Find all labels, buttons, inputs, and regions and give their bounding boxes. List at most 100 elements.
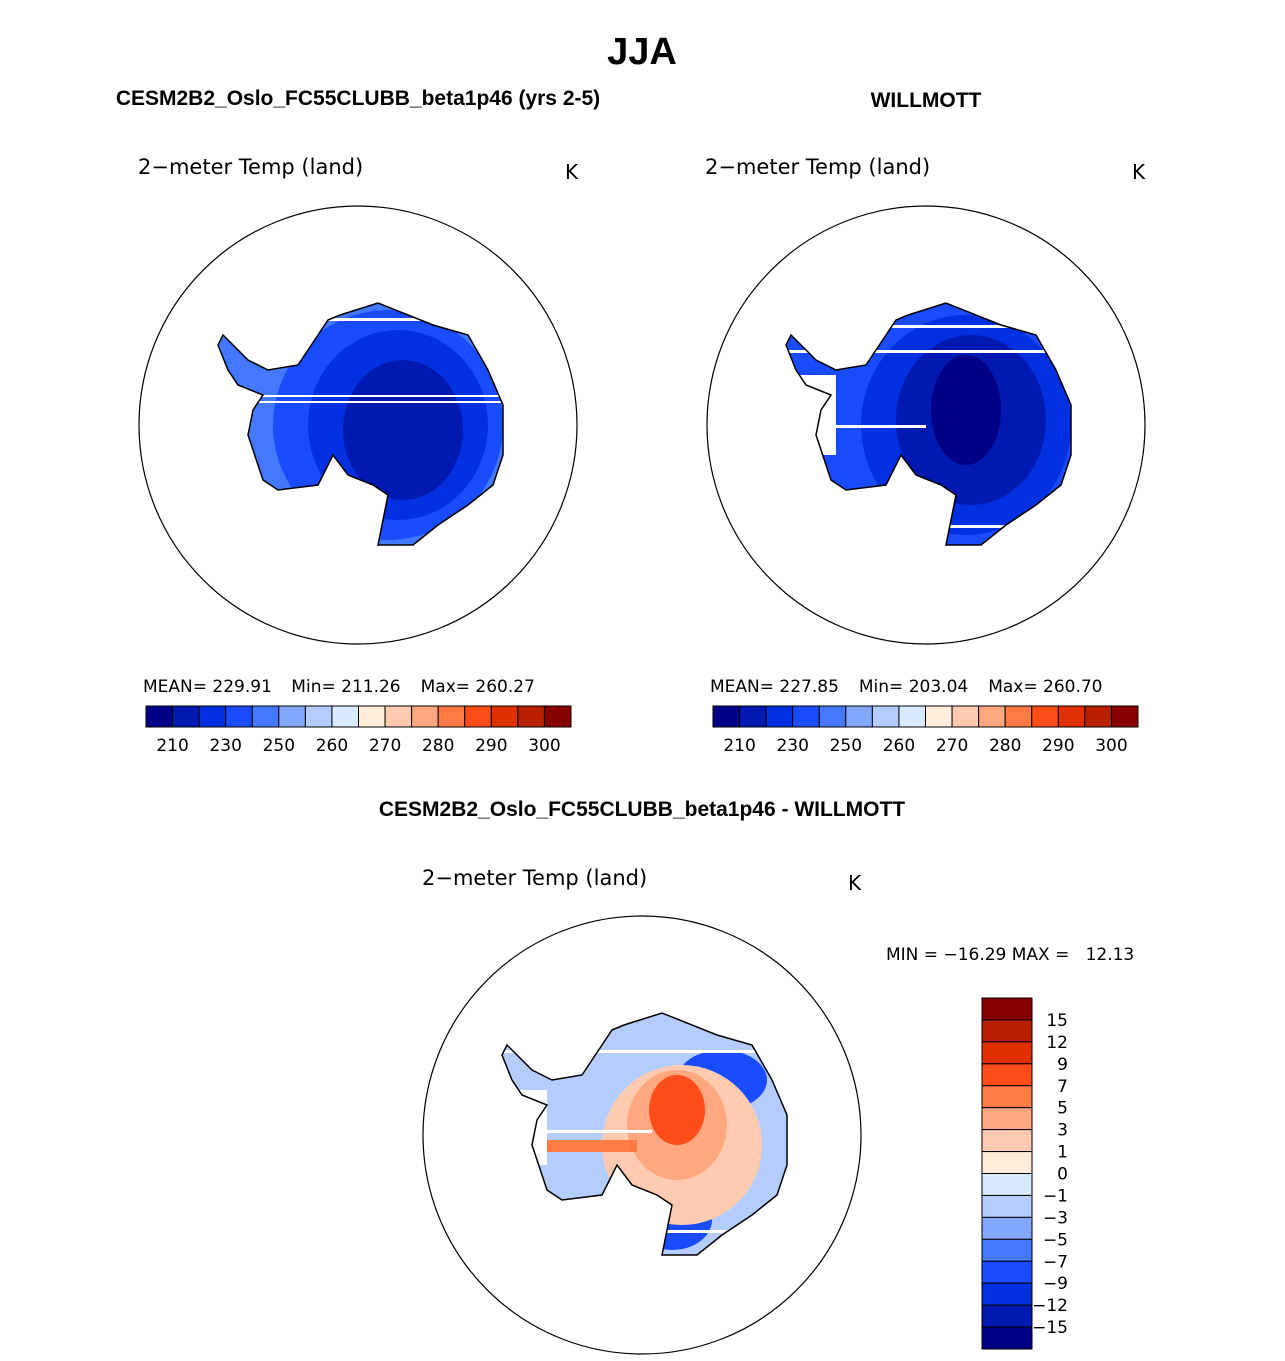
colorbar-tick-label: 1 xyxy=(1057,1143,1068,1163)
missing-strip xyxy=(218,401,503,403)
stats-text: MEAN= 229.91 Min= 211.26 Max= 260.27 xyxy=(143,677,535,697)
colorbar-box xyxy=(981,1282,1033,1306)
colorbar-box xyxy=(490,705,519,728)
colorbar-box xyxy=(981,1063,1033,1087)
colorbar-box xyxy=(818,705,847,728)
colorbar-box xyxy=(981,1326,1033,1350)
panel-observations: WILLMOTT 2−meter Temp (land) K MEAN= 227… xyxy=(705,89,1146,756)
missing-strip xyxy=(786,525,1071,528)
colorbar-box xyxy=(304,705,333,728)
field-region xyxy=(649,1075,705,1145)
colorbar-tick-label: 300 xyxy=(528,736,560,756)
variable-label: 2−meter Temp (land) xyxy=(705,155,930,179)
colorbar-box xyxy=(331,705,359,728)
colorbar-box xyxy=(981,1238,1033,1262)
colorbar-tick-label: −7 xyxy=(1043,1252,1068,1272)
missing-region xyxy=(786,375,836,455)
colorbar-box xyxy=(978,705,1006,728)
panel-difference: CESM2B2_Oslo_FC55CLUBB_beta1p46 - WILLMO… xyxy=(379,798,1134,1355)
missing-strip xyxy=(218,395,503,397)
colorbar-box xyxy=(792,705,820,728)
colorbar-box xyxy=(981,997,1033,1021)
colorbar-tick-label: 290 xyxy=(1042,736,1074,756)
colorbar-box xyxy=(981,1085,1033,1109)
colorbar-tick-label: −1 xyxy=(1043,1186,1068,1206)
units-label: K xyxy=(1132,160,1146,184)
colorbar-tick-label: −9 xyxy=(1043,1274,1068,1294)
colorbar-tick-label: 270 xyxy=(369,736,401,756)
colorbar: 210 230 250 260 270 280 290 300 xyxy=(145,705,572,756)
colorbar-tick-label: 250 xyxy=(830,736,862,756)
colorbar-box xyxy=(845,705,873,728)
field-region xyxy=(343,360,463,500)
missing-strip xyxy=(786,325,1071,328)
colorbar-tick-label: 0 xyxy=(1057,1165,1068,1185)
colorbar-tick-label: −5 xyxy=(1043,1230,1068,1250)
colorbar-tick-label: 12 xyxy=(1046,1033,1068,1053)
units-label: K xyxy=(848,871,862,895)
colorbar-tick-label: 5 xyxy=(1057,1099,1068,1119)
colorbar-box xyxy=(278,705,306,728)
colorbar: 210 230 250 260 270 280 290 300 xyxy=(712,705,1139,756)
colorbar-tick-label: 280 xyxy=(422,736,454,756)
colorbar-tick-label: 210 xyxy=(156,736,188,756)
colorbar-box xyxy=(925,705,953,728)
colorbar-tick-label: 290 xyxy=(475,736,507,756)
colorbar-box xyxy=(981,1129,1033,1153)
colorbar-tick-label: 250 xyxy=(263,736,295,756)
colorbar-tick-label: 300 xyxy=(1095,736,1127,756)
colorbar-box xyxy=(437,705,466,728)
variable-label: 2−meter Temp (land) xyxy=(422,866,647,890)
panel-title: WILLMOTT xyxy=(871,89,982,112)
colorbar-box xyxy=(1057,705,1086,728)
colorbar-box xyxy=(981,1019,1033,1043)
colorbar-box xyxy=(981,1260,1033,1284)
variable-label: 2−meter Temp (land) xyxy=(138,155,363,179)
colorbar-tick-label: 7 xyxy=(1057,1077,1068,1097)
map-field xyxy=(217,302,504,546)
colorbar-box xyxy=(898,705,926,728)
colorbar-tick-label: 260 xyxy=(883,736,915,756)
colorbar-box xyxy=(951,705,980,728)
colorbar-box xyxy=(464,705,492,728)
colorbar-box xyxy=(384,705,413,728)
colorbar-box xyxy=(712,705,741,728)
colorbar-tick-label: −12 xyxy=(1032,1296,1068,1316)
stats-text: MIN = −16.29 MAX = 12.13 xyxy=(886,945,1134,965)
map-field xyxy=(501,1012,788,1256)
colorbar-box xyxy=(871,705,900,728)
missing-strip xyxy=(786,425,926,428)
colorbar-box xyxy=(172,705,200,728)
colorbar-tick-label: −15 xyxy=(1032,1318,1068,1338)
colorbar-box xyxy=(981,1151,1033,1174)
colorbar-box xyxy=(145,705,174,728)
map-field xyxy=(785,302,1072,546)
units-label: K xyxy=(565,160,579,184)
missing-strip xyxy=(218,318,503,321)
panel-model: CESM2B2_Oslo_FC55CLUBB_beta1p46 (yrs 2-5… xyxy=(116,87,600,756)
stats-text: MEAN= 227.85 Min= 203.04 Max= 260.70 xyxy=(710,677,1102,697)
map-boundary xyxy=(706,205,1146,645)
colorbar-box xyxy=(1004,705,1033,728)
colorbar-box xyxy=(543,705,572,728)
field-region xyxy=(931,355,1001,465)
map-boundary xyxy=(138,205,578,645)
colorbar-box xyxy=(981,1107,1033,1131)
colorbar-tick-label: 280 xyxy=(989,736,1021,756)
colorbar-box xyxy=(1110,705,1139,728)
colorbar-box xyxy=(1031,705,1059,728)
panel-title: CESM2B2_Oslo_FC55CLUBB_beta1p46 - WILLMO… xyxy=(379,798,905,821)
colorbar-box xyxy=(1084,705,1112,728)
colorbar-box xyxy=(981,1216,1033,1240)
colorbar-tick-label: 260 xyxy=(316,736,348,756)
colorbar-tick-label: −3 xyxy=(1043,1208,1068,1228)
colorbar-tick-label: 230 xyxy=(776,736,808,756)
colorbar-box xyxy=(981,1041,1033,1065)
panel-title: CESM2B2_Oslo_FC55CLUBB_beta1p46 (yrs 2-5… xyxy=(116,87,600,110)
colorbar-box xyxy=(411,705,439,728)
figure-title: JJA xyxy=(607,31,677,73)
colorbar-box xyxy=(251,705,280,728)
missing-strip xyxy=(502,1050,787,1053)
colorbar-box xyxy=(517,705,545,728)
